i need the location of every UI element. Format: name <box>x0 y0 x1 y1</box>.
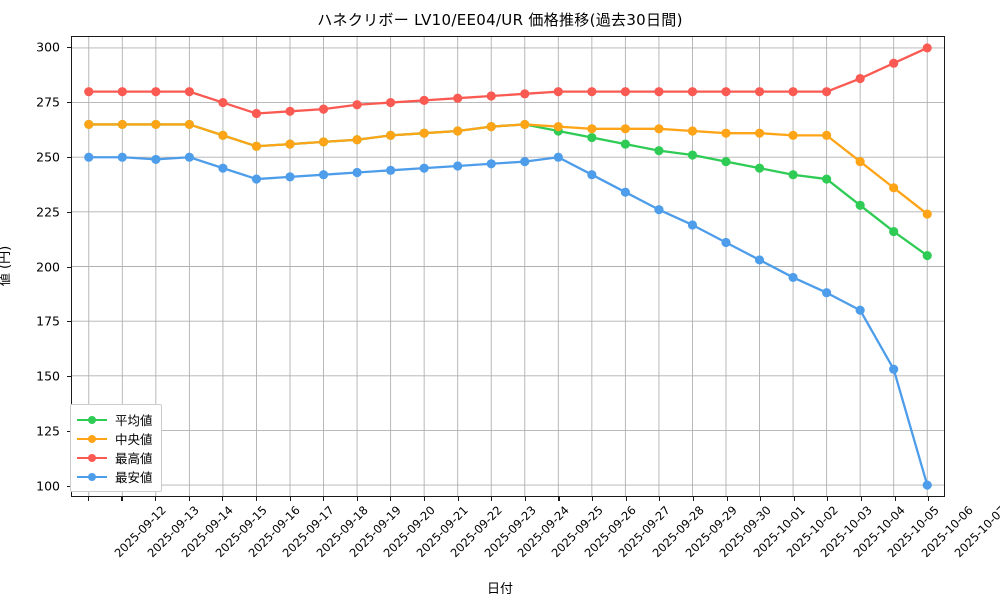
legend-swatch-icon <box>77 414 107 426</box>
chart-legend: 平均値 中央値 最高値 最安値 <box>70 404 162 492</box>
y-tick-label: 225 <box>36 204 60 220</box>
legend-item-2[interactable]: 最高値 <box>77 448 153 467</box>
legend-swatch-icon <box>77 433 107 445</box>
x-tick-mark <box>491 497 493 501</box>
legend-label: 平均値 <box>115 413 153 428</box>
x-tick-mark <box>928 497 930 501</box>
data-series-layer <box>84 43 932 490</box>
x-tick-mark <box>289 497 291 501</box>
y-tick-mark <box>67 321 71 323</box>
y-tick-label: 175 <box>36 313 60 329</box>
y-tick-mark <box>67 486 71 488</box>
x-axis-title: 日付 <box>486 582 513 597</box>
x-tick-mark <box>760 497 762 501</box>
y-tick-label: 125 <box>36 423 60 439</box>
legend-item-3[interactable]: 最安値 <box>77 467 153 486</box>
x-tick-mark <box>894 497 896 501</box>
x-tick-mark <box>592 497 594 501</box>
y-tick-mark <box>67 431 71 433</box>
y-tick-mark <box>67 156 71 158</box>
legend-label: 最高値 <box>115 451 153 466</box>
x-tick-mark <box>155 497 157 501</box>
x-tick-mark <box>625 497 627 501</box>
legend-label: 最安値 <box>115 470 153 485</box>
y-tick-label: 150 <box>36 368 60 384</box>
legend-swatch-icon <box>77 471 107 483</box>
x-tick-mark <box>323 497 325 501</box>
y-tick-label: 300 <box>36 39 60 55</box>
legend-label: 中央値 <box>115 432 153 447</box>
x-tick-mark <box>255 497 257 501</box>
x-tick-mark <box>659 497 661 501</box>
x-tick-mark <box>827 497 829 501</box>
x-tick-mark <box>423 497 426 501</box>
y-tick-mark <box>67 266 71 268</box>
y-axis-title: 値 (円) <box>0 245 13 286</box>
x-tick-mark <box>356 497 358 501</box>
y-tick-mark <box>67 46 71 49</box>
plot-area <box>71 36 945 497</box>
x-tick-mark <box>121 497 123 501</box>
y-tick-label: 275 <box>36 94 60 110</box>
x-tick-mark <box>793 497 795 501</box>
grid-lines <box>72 37 944 496</box>
x-tick-mark <box>860 497 863 501</box>
chart-title: ハネクリボー LV10/EE04/UR 価格推移(過去30日間) <box>317 11 683 29</box>
y-tick-label: 200 <box>36 259 60 274</box>
x-tick-mark <box>457 497 459 501</box>
y-tick-label: 100 <box>36 478 60 494</box>
x-tick-mark <box>524 497 526 501</box>
y-tick-mark <box>67 376 71 378</box>
x-tick-mark <box>222 497 224 501</box>
legend-item-0[interactable]: 平均値 <box>77 410 153 429</box>
x-tick-mark <box>87 497 89 501</box>
y-tick-mark <box>67 211 71 213</box>
legend-swatch-icon <box>77 452 107 464</box>
x-tick-mark <box>558 497 560 501</box>
x-tick-mark <box>692 497 694 501</box>
x-tick-mark <box>726 497 728 501</box>
x-tick-mark <box>390 497 392 501</box>
y-tick-label: 250 <box>36 149 60 165</box>
x-tick-mark <box>188 497 190 501</box>
legend-item-1[interactable]: 中央値 <box>77 429 153 448</box>
y-tick-mark <box>67 101 71 103</box>
